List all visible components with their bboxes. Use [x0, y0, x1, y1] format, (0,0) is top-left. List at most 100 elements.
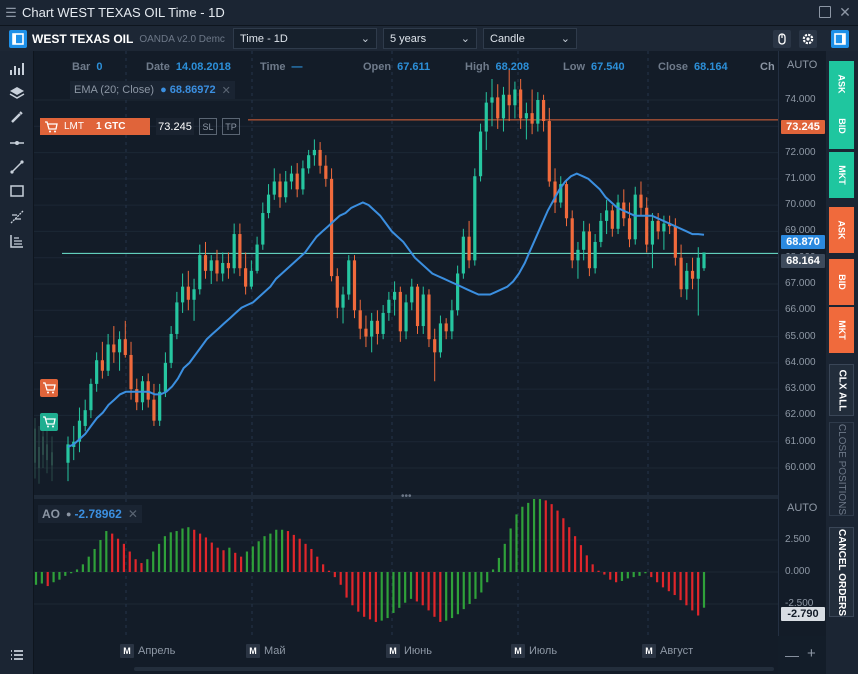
info-open: Open 67.611 — [363, 61, 430, 75]
candle-down — [335, 276, 339, 308]
candle-up — [450, 310, 454, 332]
cancel-orders-button[interactable]: CANCEL ORDERS — [829, 527, 854, 617]
candle-up — [484, 102, 488, 132]
month-text: Июнь — [404, 645, 432, 657]
ema-price-tag: 68.870 — [781, 235, 825, 249]
month-marker: M — [386, 644, 400, 658]
candle-up — [582, 231, 586, 250]
mouse-icon[interactable] — [772, 29, 792, 49]
close-icon[interactable]: ✕ — [839, 4, 851, 20]
auto-scale-button[interactable]: AUTO — [787, 59, 818, 71]
brush-icon[interactable] — [9, 109, 25, 125]
order-price[interactable]: 73.245 — [156, 118, 194, 135]
time-axis[interactable]: M Апрель M Май M Июнь M Июль M Август — [34, 636, 778, 674]
candle-up — [347, 260, 351, 295]
time-value: — — [291, 61, 303, 73]
candle-up — [702, 252, 706, 269]
rectangle-icon[interactable] — [9, 183, 25, 199]
ask-label: ASK — [836, 74, 847, 94]
bid-label: BID — [836, 118, 847, 134]
candle-up — [599, 220, 603, 242]
zoom-in-icon[interactable]: + — [807, 645, 816, 662]
limit-order-tag[interactable]: LMT 1 GTC — [40, 118, 150, 135]
maximize-icon[interactable] — [819, 6, 831, 18]
ao-auto-scale-button[interactable]: AUTO — [787, 502, 818, 514]
buy-ask-button[interactable]: ASK — [829, 61, 854, 107]
instrument-selector[interactable]: WEST TEXAS OIL OANDA v2.0 Demc ⋮ — [32, 29, 243, 49]
candle-up — [117, 339, 122, 353]
candle-up — [404, 302, 408, 332]
candle-down — [467, 236, 471, 261]
month-label: M Июль — [511, 644, 557, 658]
pane-divider[interactable]: ••• — [34, 491, 826, 502]
ao-histogram — [34, 499, 778, 636]
zoom-out-icon[interactable]: — — [785, 647, 799, 663]
time-scrollbar[interactable] — [134, 667, 774, 671]
price-chart[interactable]: Bar 0 Date 14.08.2018 Time — Open 67.611 Hig… — [34, 51, 778, 495]
panel-toggle-icon[interactable] — [8, 29, 28, 49]
price-axis-label: 61.000 — [785, 435, 816, 447]
candle-up — [163, 362, 168, 392]
ao-last-tag: -2.790 — [781, 607, 825, 621]
chart-type-select[interactable]: Candle ⌄ — [483, 28, 577, 49]
candle-up — [284, 181, 288, 198]
buy-cart-button[interactable] — [40, 413, 58, 431]
buy-mkt-button[interactable]: MKT — [829, 152, 854, 198]
candle-up — [559, 184, 563, 203]
take-profit-button[interactable]: TP — [222, 118, 240, 135]
candle-down — [564, 184, 569, 219]
menu-icon[interactable]: ☰ — [5, 4, 17, 20]
history-candle — [51, 452, 53, 466]
ema-legend[interactable]: EMA (20; Close) ● 68.86972 ✕ — [70, 81, 235, 99]
price-axis-label: 74.000 — [785, 94, 816, 105]
ema-close-icon[interactable]: ✕ — [221, 84, 231, 97]
candle-up — [616, 202, 620, 229]
chart-settings-icon[interactable] — [9, 233, 25, 249]
timeframe-select[interactable]: Time - 1D ⌄ — [233, 28, 377, 49]
candle-down — [112, 344, 116, 353]
candle-up — [461, 236, 465, 274]
timeframe-value: Time - 1D — [240, 33, 288, 45]
drag-handle-icon[interactable]: ••• — [401, 491, 412, 502]
candle-down — [690, 270, 695, 279]
sell-ask-button[interactable]: ASK — [829, 207, 854, 253]
window-title: Chart WEST TEXAS OIL Time - 1D — [22, 5, 225, 20]
range-select[interactable]: 5 years ⌄ — [383, 28, 477, 49]
trend-line-icon[interactable] — [9, 159, 25, 175]
candle-down — [547, 121, 551, 182]
sell-cart-button[interactable] — [40, 379, 58, 397]
stop-loss-button[interactable]: SL — [199, 118, 217, 135]
ao-panel[interactable]: AO ● -2.78962 ✕ — [34, 499, 778, 636]
candle-up — [410, 286, 414, 303]
layers-icon[interactable] — [9, 85, 25, 101]
list-icon[interactable] — [9, 647, 25, 663]
ao-close-icon[interactable]: ✕ — [127, 507, 138, 521]
candle-up — [536, 100, 540, 124]
close-positions-button[interactable]: CLOSE POSITIONS — [829, 422, 854, 516]
candle-down — [398, 291, 402, 332]
panel-toggle-icon[interactable] — [830, 29, 850, 49]
sell-mkt-button[interactable]: MKT — [829, 307, 854, 353]
horizontal-line-icon[interactable] — [9, 135, 25, 151]
buy-bid-button[interactable]: BID — [829, 103, 854, 149]
clx-all-button[interactable]: CLX ALL — [829, 364, 854, 416]
candle-up — [456, 273, 460, 311]
high-value: 68.208 — [495, 61, 530, 73]
price-axis-label: 64.000 — [785, 356, 816, 368]
gear-icon[interactable] — [798, 29, 818, 49]
fibonacci-icon[interactable] — [9, 209, 25, 225]
candlestick-plot[interactable] — [34, 51, 778, 495]
candle-up — [192, 289, 196, 300]
month-marker: M — [511, 644, 525, 658]
ao-legend[interactable]: AO ● -2.78962 ✕ — [38, 505, 142, 523]
price-axis[interactable]: AUTO 74.00073.00072.00071.00070.00069.00… — [778, 51, 826, 663]
indicators-icon[interactable] — [9, 61, 25, 77]
candle-down — [673, 226, 677, 258]
low-label: Low — [563, 61, 585, 73]
mkt-label: MKT — [836, 165, 847, 185]
sell-bid-button[interactable]: BID — [829, 259, 854, 305]
chevron-down-icon: ⌄ — [360, 33, 370, 45]
price-axis-label: 72.000 — [785, 146, 816, 158]
candle-down — [358, 310, 362, 329]
candle-up — [524, 113, 528, 119]
